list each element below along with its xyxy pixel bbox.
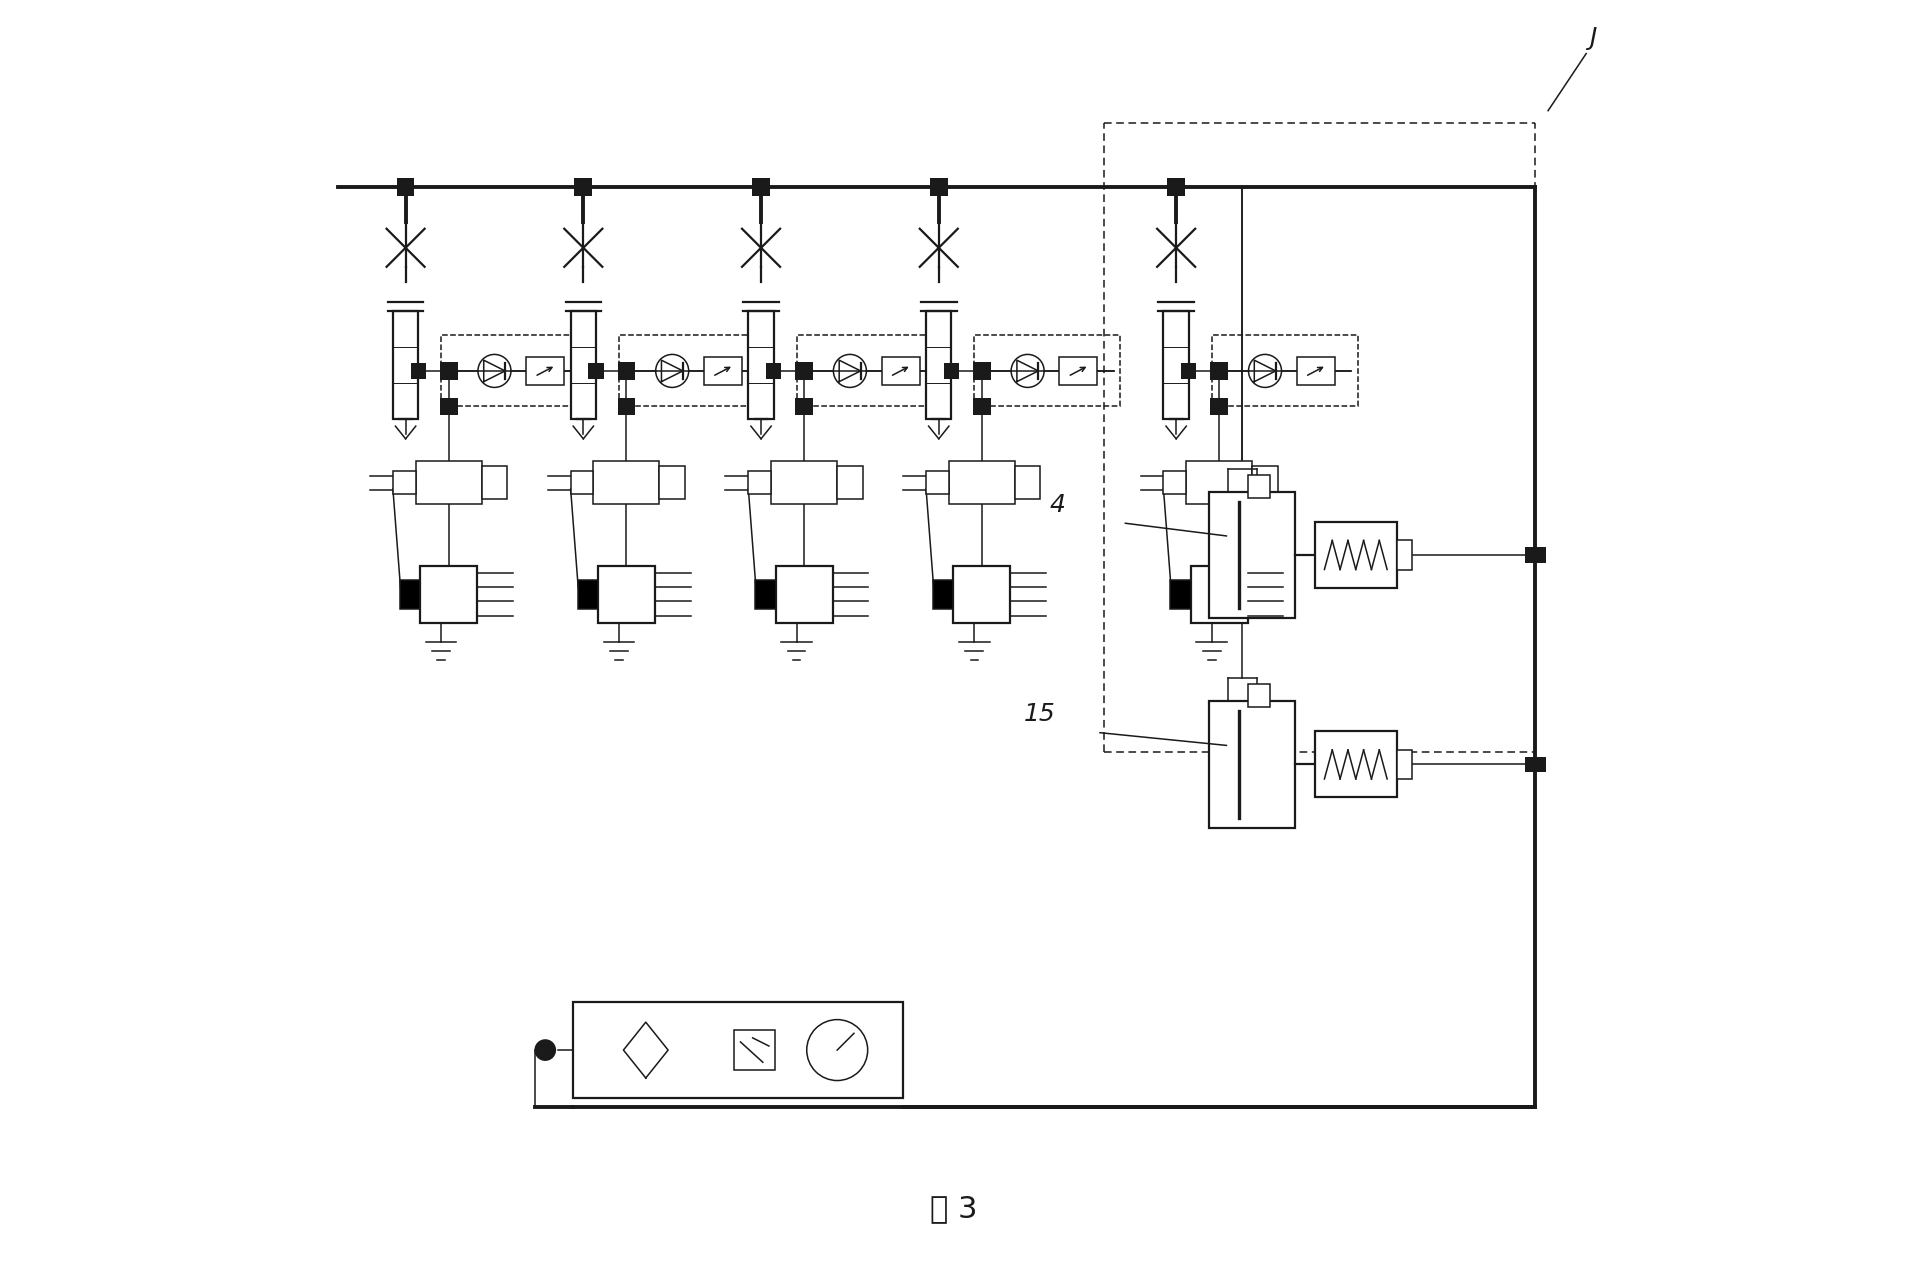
Bar bbox=[441, 398, 458, 416]
Bar bbox=[1314, 521, 1396, 588]
Bar bbox=[767, 363, 782, 379]
Bar bbox=[1247, 476, 1268, 497]
Bar bbox=[755, 580, 776, 608]
Bar bbox=[1211, 335, 1358, 407]
Bar bbox=[1015, 467, 1039, 499]
Bar bbox=[1180, 363, 1196, 379]
Bar bbox=[410, 363, 425, 379]
Bar bbox=[973, 398, 990, 416]
Bar bbox=[748, 311, 774, 418]
Bar bbox=[400, 580, 420, 608]
Bar bbox=[929, 179, 948, 196]
Bar bbox=[1524, 757, 1545, 773]
Bar bbox=[572, 1002, 902, 1098]
Bar bbox=[481, 467, 507, 499]
Bar bbox=[795, 335, 942, 407]
Bar bbox=[574, 179, 591, 196]
Bar bbox=[1314, 732, 1396, 797]
Bar bbox=[441, 335, 587, 407]
Bar bbox=[837, 467, 862, 499]
Bar bbox=[593, 462, 660, 504]
Bar bbox=[526, 357, 564, 385]
Bar bbox=[660, 467, 685, 499]
Bar bbox=[1209, 362, 1228, 380]
Bar bbox=[751, 179, 770, 196]
Bar bbox=[1209, 701, 1295, 827]
Bar bbox=[944, 363, 959, 379]
Bar bbox=[925, 311, 952, 418]
Bar bbox=[578, 580, 597, 608]
Bar bbox=[1209, 398, 1228, 416]
Bar bbox=[1169, 580, 1190, 608]
Text: 15: 15 bbox=[1024, 703, 1055, 727]
Bar bbox=[948, 462, 1015, 504]
Bar bbox=[925, 470, 948, 495]
Bar bbox=[776, 566, 831, 623]
Bar bbox=[597, 566, 654, 623]
Bar bbox=[1524, 547, 1545, 562]
Text: 图 3: 图 3 bbox=[931, 1195, 976, 1223]
Bar bbox=[393, 311, 418, 418]
Bar bbox=[795, 398, 812, 416]
Text: J: J bbox=[1589, 26, 1596, 50]
Bar bbox=[1247, 685, 1268, 708]
Bar bbox=[1190, 566, 1247, 623]
Bar bbox=[397, 179, 414, 196]
Bar bbox=[441, 362, 458, 380]
Bar bbox=[1167, 179, 1184, 196]
Circle shape bbox=[534, 1040, 555, 1061]
Bar bbox=[770, 462, 837, 504]
Bar bbox=[974, 335, 1119, 407]
Bar bbox=[1209, 492, 1295, 618]
Bar bbox=[618, 335, 765, 407]
Bar bbox=[795, 362, 812, 380]
Bar bbox=[1396, 750, 1411, 779]
Bar bbox=[933, 580, 954, 608]
Bar bbox=[393, 470, 416, 495]
Bar bbox=[1163, 470, 1186, 495]
Bar bbox=[618, 398, 635, 416]
Bar bbox=[570, 470, 593, 495]
Bar bbox=[587, 363, 603, 379]
Bar bbox=[734, 1030, 774, 1071]
Bar bbox=[704, 357, 742, 385]
Bar bbox=[1163, 311, 1188, 418]
Bar bbox=[881, 357, 919, 385]
Text: 4: 4 bbox=[1049, 493, 1064, 516]
Bar bbox=[973, 362, 990, 380]
Bar bbox=[748, 470, 770, 495]
Bar bbox=[1186, 462, 1251, 504]
Bar bbox=[570, 311, 595, 418]
Bar bbox=[1058, 357, 1097, 385]
Bar bbox=[618, 362, 635, 380]
Bar bbox=[954, 566, 1011, 623]
Bar bbox=[416, 462, 481, 504]
Bar bbox=[420, 566, 477, 623]
Bar bbox=[1396, 541, 1411, 570]
Bar bbox=[1251, 467, 1278, 499]
Bar bbox=[1297, 357, 1335, 385]
